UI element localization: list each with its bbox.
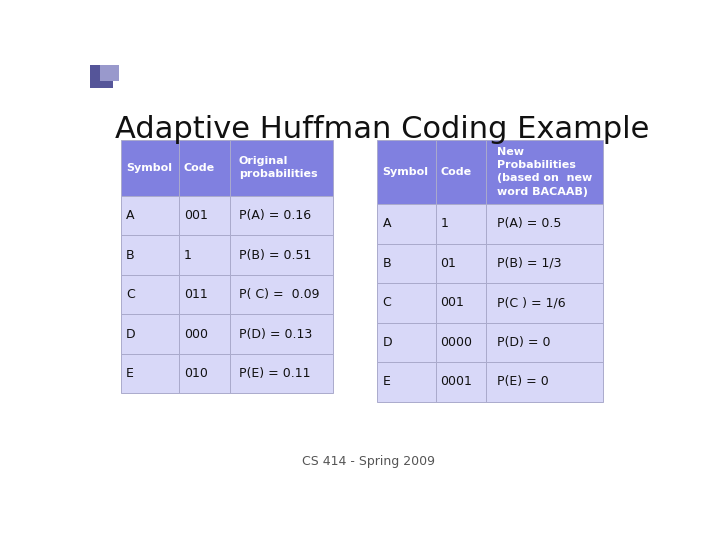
Text: E: E <box>382 375 390 388</box>
FancyBboxPatch shape <box>377 244 436 283</box>
FancyBboxPatch shape <box>436 283 486 322</box>
Text: P(E) = 0: P(E) = 0 <box>497 375 549 388</box>
FancyBboxPatch shape <box>100 65 119 80</box>
Text: Symbol: Symbol <box>382 167 428 177</box>
FancyBboxPatch shape <box>230 275 333 314</box>
FancyBboxPatch shape <box>377 322 436 362</box>
Text: P(C ) = 1/6: P(C ) = 1/6 <box>497 296 565 309</box>
Text: 0000: 0000 <box>441 336 472 349</box>
FancyBboxPatch shape <box>486 362 603 402</box>
FancyBboxPatch shape <box>230 196 333 235</box>
Text: P(E) = 0.11: P(E) = 0.11 <box>239 367 310 380</box>
FancyBboxPatch shape <box>230 235 333 275</box>
FancyBboxPatch shape <box>179 354 230 393</box>
FancyBboxPatch shape <box>436 140 486 204</box>
FancyBboxPatch shape <box>230 354 333 393</box>
Text: 0001: 0001 <box>441 375 472 388</box>
FancyBboxPatch shape <box>486 204 603 244</box>
FancyBboxPatch shape <box>377 362 436 402</box>
FancyBboxPatch shape <box>179 314 230 354</box>
FancyBboxPatch shape <box>121 140 179 196</box>
Text: 01: 01 <box>441 257 456 270</box>
FancyBboxPatch shape <box>121 196 179 235</box>
Text: A: A <box>126 209 135 222</box>
Text: P( C) =  0.09: P( C) = 0.09 <box>239 288 319 301</box>
FancyBboxPatch shape <box>486 244 603 283</box>
Text: C: C <box>126 288 135 301</box>
FancyBboxPatch shape <box>486 283 603 322</box>
FancyBboxPatch shape <box>230 314 333 354</box>
FancyBboxPatch shape <box>436 362 486 402</box>
FancyBboxPatch shape <box>121 235 179 275</box>
Text: New
Probabilities
(based on  new
word BACAAB): New Probabilities (based on new word BAC… <box>497 147 592 197</box>
Text: D: D <box>126 328 135 341</box>
FancyBboxPatch shape <box>121 275 179 314</box>
Text: Symbol: Symbol <box>126 163 172 173</box>
Text: CS 414 - Spring 2009: CS 414 - Spring 2009 <box>302 455 436 468</box>
Text: 010: 010 <box>184 367 207 380</box>
Text: A: A <box>382 217 391 231</box>
Text: 1: 1 <box>184 248 192 261</box>
FancyBboxPatch shape <box>377 204 436 244</box>
Text: 001: 001 <box>441 296 464 309</box>
FancyBboxPatch shape <box>486 322 603 362</box>
Text: Code: Code <box>184 163 215 173</box>
Text: P(D) = 0.13: P(D) = 0.13 <box>239 328 312 341</box>
FancyBboxPatch shape <box>179 235 230 275</box>
Text: P(B) = 1/3: P(B) = 1/3 <box>497 257 561 270</box>
Text: E: E <box>126 367 134 380</box>
FancyBboxPatch shape <box>230 140 333 196</box>
FancyBboxPatch shape <box>121 354 179 393</box>
Text: Adaptive Huffman Coding Example: Adaptive Huffman Coding Example <box>115 114 649 144</box>
FancyBboxPatch shape <box>121 314 179 354</box>
FancyBboxPatch shape <box>436 204 486 244</box>
FancyBboxPatch shape <box>377 140 436 204</box>
Text: 1: 1 <box>441 217 449 231</box>
Text: 011: 011 <box>184 288 207 301</box>
Text: P(A) = 0.16: P(A) = 0.16 <box>239 209 311 222</box>
Text: P(B) = 0.51: P(B) = 0.51 <box>239 248 311 261</box>
FancyBboxPatch shape <box>377 283 436 322</box>
Text: P(D) = 0: P(D) = 0 <box>497 336 550 349</box>
FancyBboxPatch shape <box>90 65 114 87</box>
FancyBboxPatch shape <box>436 244 486 283</box>
Text: 001: 001 <box>184 209 207 222</box>
FancyBboxPatch shape <box>179 140 230 196</box>
Text: D: D <box>382 336 392 349</box>
Text: C: C <box>382 296 392 309</box>
FancyBboxPatch shape <box>179 196 230 235</box>
Text: B: B <box>126 248 135 261</box>
Text: B: B <box>382 257 391 270</box>
FancyBboxPatch shape <box>436 322 486 362</box>
FancyBboxPatch shape <box>179 275 230 314</box>
Text: Code: Code <box>441 167 472 177</box>
FancyBboxPatch shape <box>486 140 603 204</box>
Text: Original
probabilities: Original probabilities <box>239 156 318 179</box>
Text: P(A) = 0.5: P(A) = 0.5 <box>497 217 561 231</box>
Text: 000: 000 <box>184 328 208 341</box>
